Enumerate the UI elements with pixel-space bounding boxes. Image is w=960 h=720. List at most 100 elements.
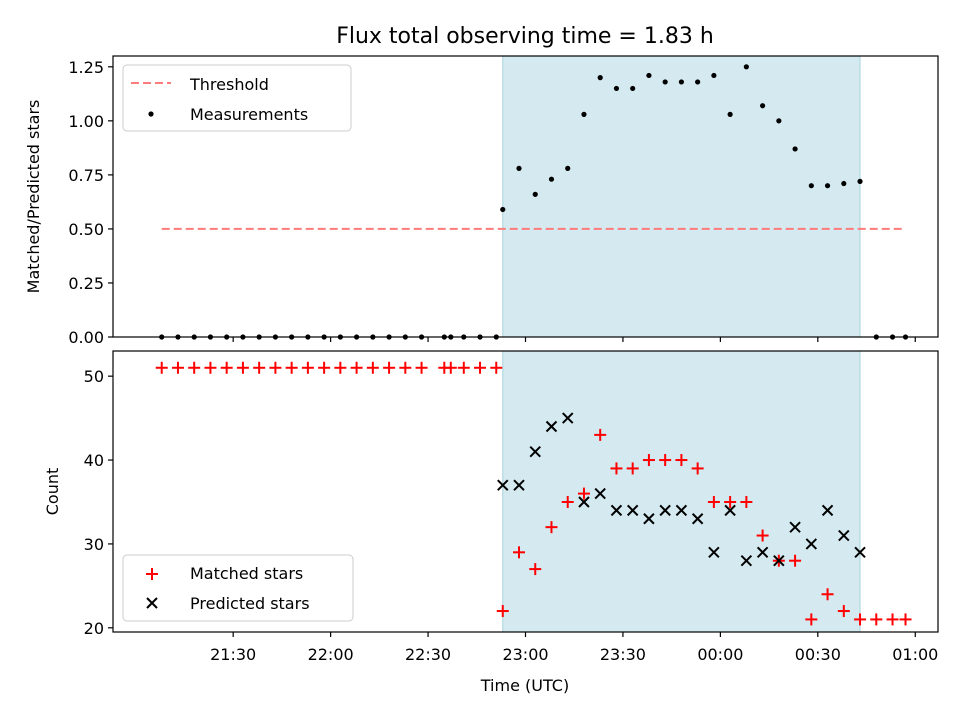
predicted-star-point — [594, 487, 606, 500]
measurement-point — [792, 146, 798, 152]
measurement-point — [678, 79, 685, 85]
measurement-point — [613, 85, 620, 92]
matched-star-point — [659, 454, 672, 467]
matched-star-point — [610, 462, 623, 475]
predicted-star-point — [789, 521, 801, 533]
predicted-star-point — [513, 479, 525, 491]
matched-star-point — [675, 454, 688, 467]
bot-y-tick-label: 30 — [84, 535, 104, 554]
predicted-star-stroke — [545, 420, 558, 433]
predicted-star-point — [578, 496, 590, 508]
measurements-legend-marker — [148, 111, 154, 117]
predicted-star-stroke — [773, 554, 785, 567]
top-y-tick-label: 1.00 — [68, 112, 104, 131]
predicted-star-stroke — [675, 504, 688, 517]
predicted-star-stroke — [626, 504, 639, 517]
threshold-legend-label: Threshold — [189, 75, 269, 94]
matched-star-point — [457, 361, 470, 374]
predicted-star-stroke — [497, 479, 509, 491]
matched-star-point — [642, 454, 655, 467]
predicted-star-point — [675, 504, 688, 517]
bot-y-tick-label: 40 — [84, 451, 104, 470]
top-legend-box — [122, 64, 352, 132]
predicted-star-stroke — [805, 538, 818, 550]
matched-star-point — [188, 361, 201, 374]
top-panel-y-axis-title: Matched/Predicted stars — [24, 100, 43, 294]
predicted-star-point — [724, 504, 736, 517]
measurement-point — [776, 118, 782, 124]
matched-star-point — [707, 495, 720, 508]
predicted-star-point — [545, 420, 558, 433]
matched-star-point — [626, 462, 639, 475]
matched-star-point — [155, 361, 168, 374]
measurement-point — [841, 180, 847, 187]
predicted-star-stroke — [838, 529, 850, 542]
top-y-tick-label: 0.00 — [68, 328, 104, 347]
matched-legend-label: Matched stars — [190, 564, 303, 583]
measurement-point — [516, 165, 522, 171]
top-y-tick-label: 1.25 — [68, 58, 104, 77]
predicted-star-point — [708, 546, 720, 559]
matched-star-point — [899, 613, 912, 626]
predicted-star-point — [773, 554, 785, 567]
measurement-point — [630, 85, 636, 92]
matched-star-point — [474, 361, 487, 374]
measurement-point — [597, 75, 603, 81]
bot-y-tick-label: 20 — [84, 619, 104, 638]
predicted-star-stroke — [659, 504, 671, 517]
matched-star-point — [886, 613, 899, 626]
matched-star-point — [854, 613, 867, 626]
predicted-star-point — [691, 513, 704, 525]
predicted-star-stroke — [562, 412, 574, 424]
chart-title: Flux total observing time = 1.83 h — [336, 24, 714, 49]
top-y-tick-label: 0.75 — [68, 166, 104, 185]
matched-star-point — [383, 361, 396, 374]
measurement-point — [548, 176, 555, 182]
predicted-star-stroke — [529, 445, 541, 458]
predicted-star-stroke — [740, 554, 753, 567]
measurement-point — [727, 111, 733, 117]
predicted-star-point — [854, 546, 866, 559]
bottom-panel-shaded-span — [502, 350, 861, 633]
measurement-point — [662, 79, 668, 85]
matched-star-point — [334, 361, 347, 374]
measurements-series — [159, 64, 909, 340]
predicted-star-stroke — [594, 487, 606, 500]
matched-star-point — [561, 495, 574, 508]
measurements-legend-label: Measurements — [190, 105, 308, 124]
predicted-star-point — [497, 479, 509, 491]
x-tick-label: 21:30 — [210, 645, 256, 664]
predicted-star-stroke — [789, 521, 801, 533]
matched-legend-marker — [146, 568, 158, 580]
matched-star-point — [444, 361, 457, 374]
predicted-star-stroke — [578, 496, 590, 508]
measurement-point — [743, 64, 749, 70]
matched-star-point — [415, 361, 428, 374]
matched-star-point — [220, 361, 233, 374]
matched-star-point — [301, 361, 314, 374]
matched-star-point — [805, 613, 818, 626]
x-tick-label: 23:00 — [502, 645, 548, 664]
matched-star-point — [513, 546, 526, 559]
bot-y-tick-label: 50 — [84, 367, 104, 386]
predicted-star-stroke — [854, 546, 866, 559]
top-y-tick-label: 0.50 — [68, 220, 104, 239]
predicted-star-point — [838, 529, 850, 542]
matched-star-point — [594, 428, 607, 441]
measurement-point — [581, 111, 587, 117]
predicted-star-stroke — [756, 546, 769, 559]
predicted-star-point — [643, 513, 655, 525]
top-panel-x-ticks — [232, 337, 916, 342]
predicted-star-stroke — [821, 504, 834, 517]
predicted-star-stroke — [724, 504, 736, 517]
matched-star-point — [490, 361, 503, 374]
bottom-panel-y-axis-title: Count — [43, 468, 62, 516]
x-tick-label: 22:30 — [405, 645, 451, 664]
predicted-legend-label: Predicted stars — [190, 594, 310, 613]
matched-star-point — [577, 487, 590, 500]
matched-star-point — [496, 605, 509, 618]
predicted-legend-marker — [146, 597, 158, 609]
predicted-star-stroke — [643, 513, 655, 525]
predicted-star-point — [740, 554, 753, 567]
